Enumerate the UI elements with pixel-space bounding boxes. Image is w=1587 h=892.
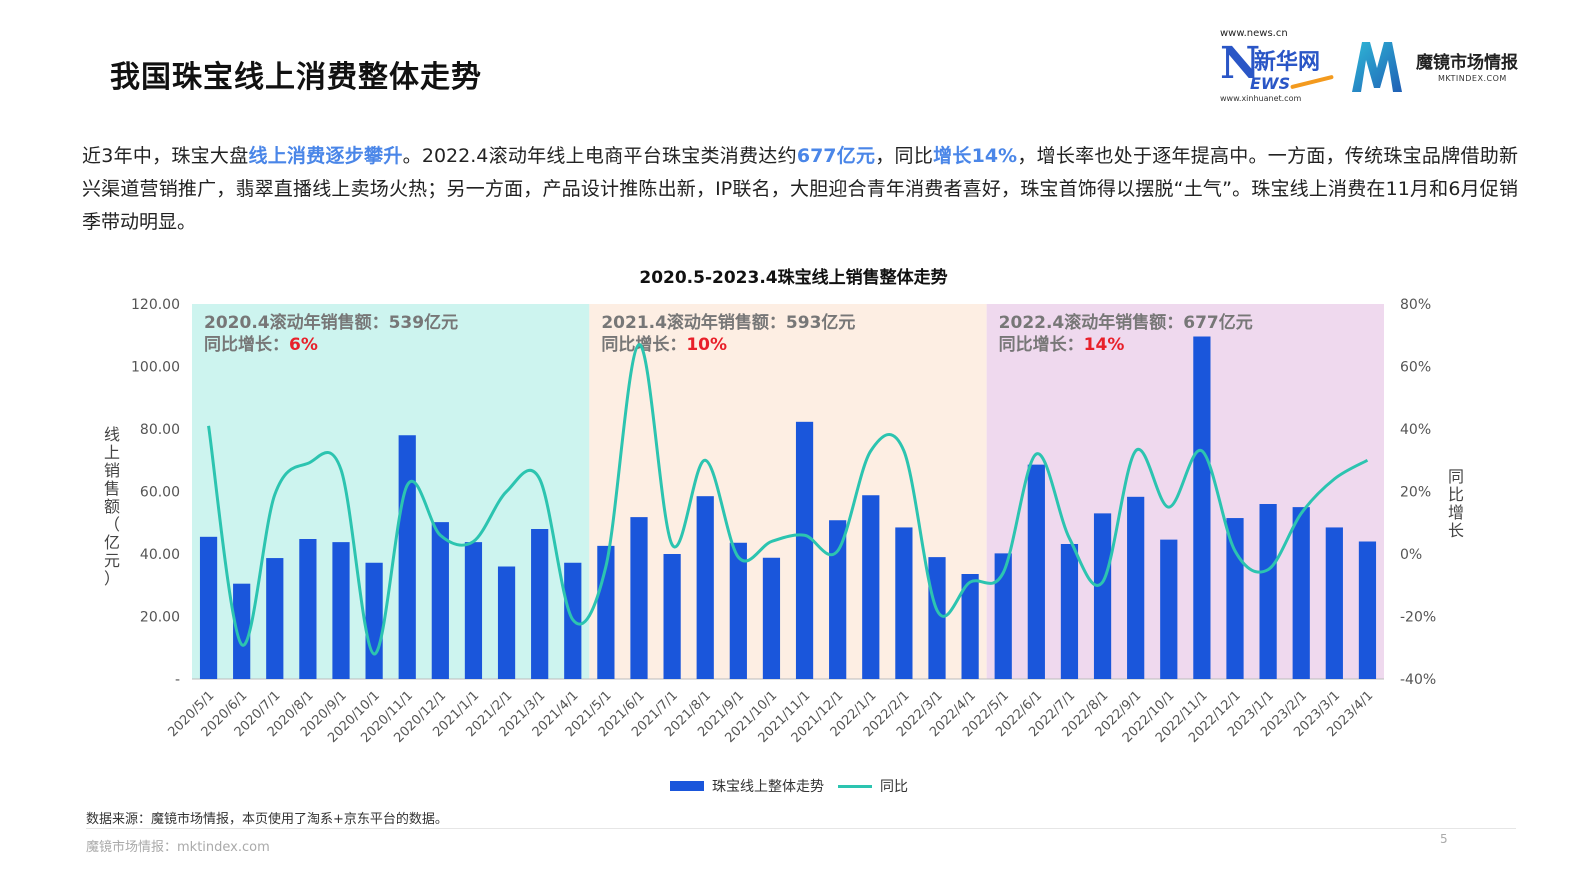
bar-2021/10/1 <box>762 557 781 679</box>
bar-2021/12/1 <box>829 520 847 679</box>
y2-axis-title: 同比增长 <box>1448 467 1464 540</box>
bar-2021/9/1 <box>729 542 747 679</box>
bar-2022/4/1 <box>961 574 979 679</box>
xinhua-brand: 新华网 <box>1254 50 1321 75</box>
y2-tick-label: 0% <box>1400 547 1422 563</box>
para-text-3: ，同比 <box>875 145 934 167</box>
band-growth-3: 同比增长：14% <box>999 334 1125 355</box>
bar-2023/4/1 <box>1358 541 1377 679</box>
mktindex-domain: MKTINDEX.COM <box>1438 74 1507 83</box>
bar-2020/11/1 <box>398 435 416 679</box>
y2-tick-label: 40% <box>1400 422 1431 438</box>
bar-2020/12/1 <box>431 522 449 679</box>
xinhua-ews: EWS <box>1250 74 1291 93</box>
bar-2022/2/1 <box>895 527 913 679</box>
year-band-3 <box>986 304 1384 679</box>
band-annotation-2: 2021.4滚动年销售额：593亿元 <box>601 312 855 333</box>
mktindex-m-icon <box>1352 42 1402 92</box>
bar-2022/1/1 <box>862 495 880 679</box>
para-text-2: 。2022.4滚动年线上电商平台珠宝类消费达约 <box>402 145 797 167</box>
xinhua-sub-url: www.xinhuanet.com <box>1220 94 1302 103</box>
y-tick-label: 20.00 <box>140 610 180 626</box>
bar-2021/11/1 <box>795 421 814 679</box>
y-tick-label: 80.00 <box>140 422 180 438</box>
bar-2022/7/1 <box>1060 544 1079 679</box>
bar-2022/9/1 <box>1127 496 1145 679</box>
footer-text: 魔镜市场情报：mktindex.com <box>86 840 270 855</box>
page-number: 5 <box>1440 832 1448 846</box>
bar-2023/2/1 <box>1292 507 1310 679</box>
band-annotation-3: 2022.4滚动年销售额：677亿元 <box>999 312 1253 333</box>
y-axis-title: 线上销售额（亿元） <box>104 425 120 588</box>
legend-bar-swatch <box>670 781 704 791</box>
bar-2020/8/1 <box>299 539 317 679</box>
legend-line-label: 同比 <box>880 779 908 795</box>
y2-tick-label: -20% <box>1400 610 1436 626</box>
data-source-note: 数据来源：魔镜市场情报，本页使用了淘系+京东平台的数据。 <box>86 812 448 827</box>
y-tick-label: 120.00 <box>131 297 180 313</box>
page-title: 我国珠宝线上消费整体走势 <box>110 60 482 95</box>
bar-2022/3/1 <box>928 557 946 679</box>
y-tick-label: 40.00 <box>140 547 180 563</box>
xinhua-logo: www.news.cn N 新华网 EWS www.xinhuanet.com <box>1220 28 1338 108</box>
y2-tick-label: -40% <box>1400 672 1436 688</box>
bar-2021/7/1 <box>663 554 681 679</box>
bar-2021/8/1 <box>696 496 714 679</box>
bar-2022/11/1 <box>1193 336 1211 679</box>
y2-tick-label: 20% <box>1400 485 1431 501</box>
bar-2021/6/1 <box>630 517 648 679</box>
xinhua-url: www.news.cn <box>1220 28 1288 39</box>
mktindex-name: 魔镜市场情报 <box>1416 53 1518 73</box>
year-band-1 <box>192 304 590 679</box>
bar-2022/12/1 <box>1226 518 1244 679</box>
bar-2020/10/1 <box>365 562 383 679</box>
bar-2021/3/1 <box>531 529 549 679</box>
mktindex-logo: 魔镜市场情报 MKTINDEX.COM <box>1348 38 1528 94</box>
y2-tick-label: 80% <box>1400 297 1431 313</box>
para-text-1: 近3年中，珠宝大盘 <box>82 145 249 167</box>
band-growth-1: 同比增长：6% <box>204 334 318 355</box>
bar-2020/6/1 <box>233 583 251 679</box>
bar-2022/5/1 <box>994 553 1012 679</box>
para-highlight-3: 增长14% <box>933 145 1018 167</box>
bar-2021/2/1 <box>497 566 516 679</box>
y-tick-label: 100.00 <box>131 360 180 376</box>
band-annotation-1: 2020.4滚动年销售额：539亿元 <box>204 312 458 333</box>
para-highlight-2: 677亿元 <box>796 145 876 167</box>
legend-line-swatch <box>838 784 872 788</box>
year-band-2 <box>589 304 987 679</box>
bar-2020/9/1 <box>332 542 350 679</box>
bar-2020/7/1 <box>266 558 284 679</box>
legend-bar-label: 珠宝线上整体走势 <box>712 779 824 795</box>
band-growth-2: 同比增长：10% <box>601 334 727 355</box>
chart-legend: 珠宝线上整体走势 同比 <box>670 776 908 796</box>
bar-2023/1/1 <box>1259 504 1277 679</box>
bar-2023/3/1 <box>1325 527 1343 679</box>
bar-2022/6/1 <box>1027 464 1045 679</box>
bar-2022/8/1 <box>1093 513 1112 679</box>
para-text-4: ，增长率也处于逐年提高中。一方面，传统珠宝品牌借助新兴渠道营销推广，翡翠直播线上… <box>82 145 1518 233</box>
y-tick-label: - <box>175 672 180 688</box>
y-tick-label: 60.00 <box>140 485 180 501</box>
bar-2021/1/1 <box>464 542 483 679</box>
para-highlight-1: 线上消费逐步攀升 <box>248 145 403 167</box>
bar-2020/5/1 <box>199 536 218 679</box>
footer-divider <box>86 828 1516 829</box>
xinhua-n-letter: N <box>1220 38 1261 89</box>
y2-tick-label: 60% <box>1400 360 1431 376</box>
bar-2022/10/1 <box>1160 539 1178 679</box>
summary-paragraph: 近3年中，珠宝大盘线上消费逐步攀升。2022.4滚动年线上电商平台珠宝类消费达约… <box>82 140 1518 239</box>
chart-title: 2020.5-2023.4珠宝线上销售整体走势 <box>639 268 948 288</box>
